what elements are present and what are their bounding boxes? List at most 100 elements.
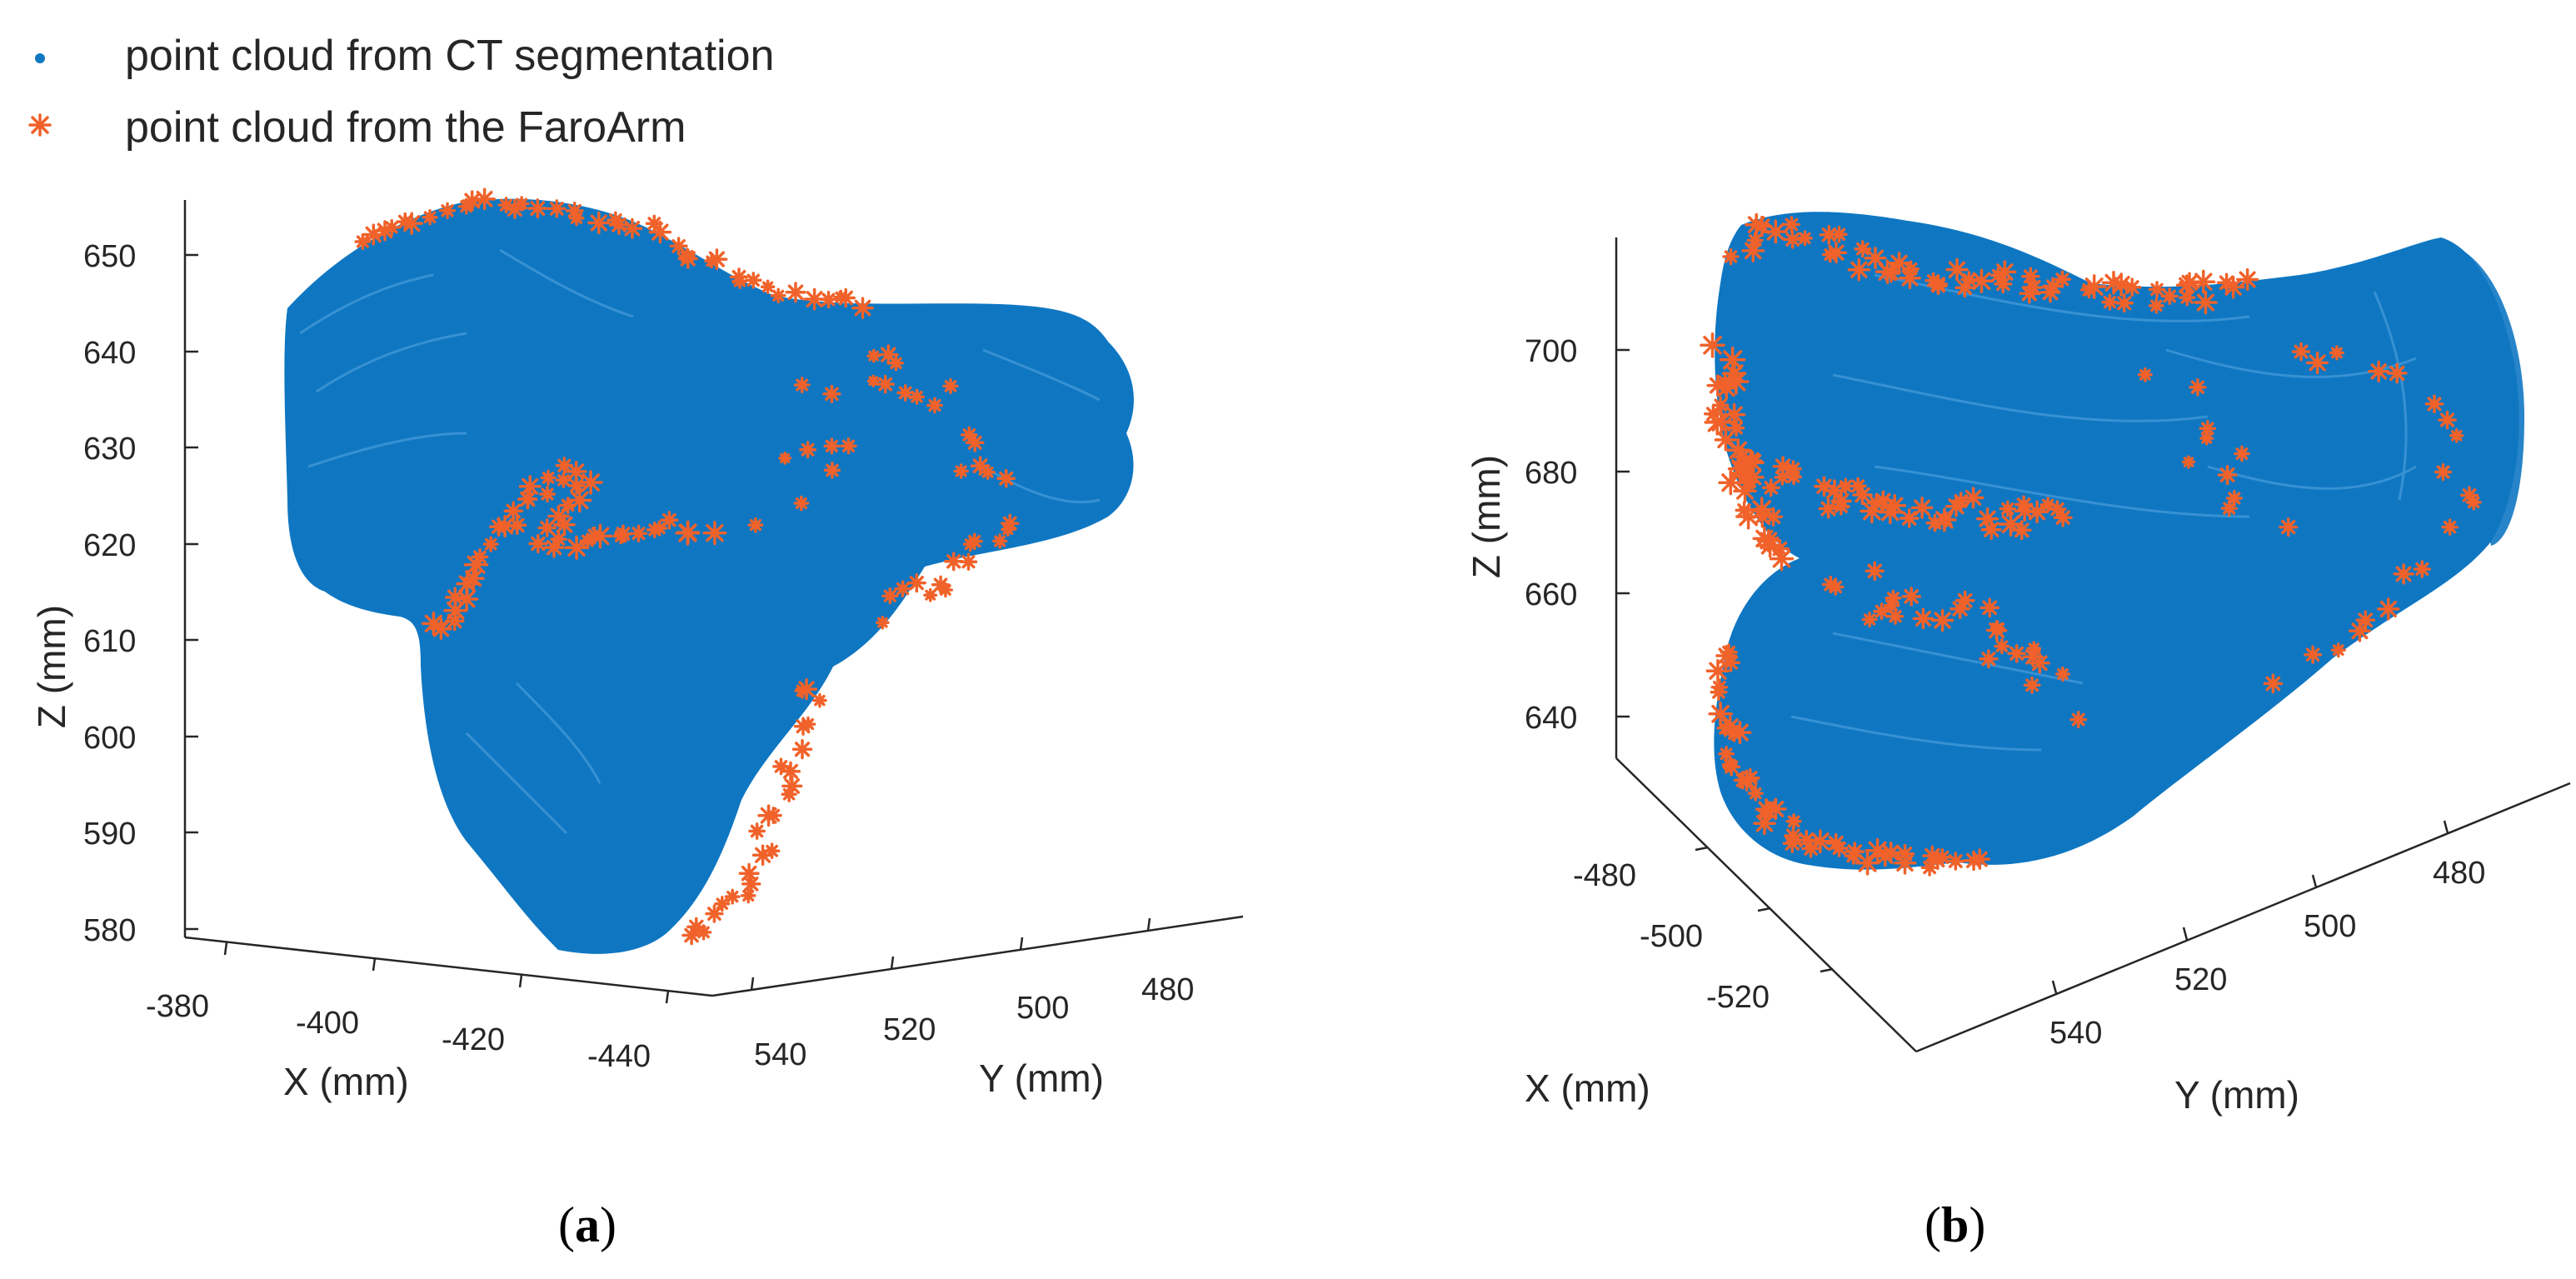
legend-faro-label: point cloud from the FaroArm [125, 103, 686, 152]
panel-b-faro-point [1880, 842, 1902, 864]
panel-a-faro-point [822, 384, 841, 403]
panel-a-faro-point [513, 196, 530, 212]
panel-b-label: (b) [1925, 1197, 1985, 1252]
panel-b-faro-point [1796, 829, 1817, 851]
panel-b-label-close: ) [1969, 1197, 1985, 1252]
panel-a-faro-point [587, 211, 611, 235]
panel-b-faro-point [1994, 638, 2010, 655]
legend: point cloud from CT segmentation point c… [28, 32, 774, 152]
panel-b-faro-point [1772, 456, 1794, 477]
panel-a-y-tick-label: 540 [754, 1037, 806, 1072]
panel-b-x-tick-labels: -480 -500 -520 [1573, 858, 1770, 1015]
panel-b-faro-point [1727, 419, 1745, 437]
panel-a: 650 640 630 620 610 600 590 580 -380 -40… [30, 187, 1244, 1252]
legend-ct-label: point cloud from CT segmentation [125, 32, 774, 80]
panel-b-faro-point [1979, 649, 1999, 669]
panel-b-faro-point [1885, 589, 1902, 607]
panel-b-faro-point [1980, 519, 2002, 541]
panel-b-faro-point [1728, 721, 1752, 745]
panel-a-label-letter: a [575, 1197, 600, 1252]
panel-a-faro-point [740, 887, 756, 904]
panel-a-faro-point [444, 587, 466, 608]
panel-b-faro-point [1739, 449, 1763, 473]
panel-b-faro-point [1818, 498, 1839, 519]
panel-a-faro-point [906, 573, 926, 593]
panel-b-z-tick-labels: 700 680 660 640 [1525, 334, 1577, 736]
panel-b-label-letter: b [1941, 1197, 1969, 1252]
panel-a-faro-point [507, 515, 527, 535]
panel-a-x-tick-label: -440 [587, 1039, 651, 1074]
panel-b-faro-point [1796, 230, 1813, 247]
panel-b-faro-point [1827, 578, 1845, 596]
panel-b-faro-point [2220, 500, 2238, 517]
panel-b-faro-point [2029, 652, 2050, 674]
panel-a-faro-point [881, 587, 899, 605]
panel-a-faro-point [751, 844, 774, 867]
panel-a-label: (a) [558, 1197, 617, 1252]
panel-b-faro-point [1864, 247, 1887, 270]
panel-a-faro-point [660, 511, 679, 530]
panel-b-faro-point [1866, 493, 1886, 513]
panel-b-faro-point [2054, 666, 2071, 682]
panel-b-x-axis-title: X (mm) [1525, 1067, 1650, 1110]
panel-b-x-tick-label: -500 [1640, 919, 1703, 954]
panel-a-z-tick-label: 590 [83, 817, 136, 852]
panel-a-faro-point [675, 520, 701, 546]
panel-a-faro-point [550, 530, 567, 548]
panel-a-faro-point [518, 475, 542, 498]
panel-a-faro-point [876, 374, 895, 394]
panel-b-faro-point [1861, 611, 1878, 628]
panel-b-faro-point [2019, 283, 2039, 304]
panel-b-faro-point [2181, 455, 2196, 469]
panel-a-faro-point [493, 514, 517, 538]
panel-b-faro-point [2012, 520, 2032, 541]
panel-a-faro-point [607, 211, 625, 229]
panel-b-faro-point [2101, 293, 2119, 311]
panel-b-y-tick-labels: 480 500 520 540 [2049, 856, 2485, 1051]
panel-b-faro-point [2434, 462, 2453, 482]
panel-a-z-tick-labels: 650 640 630 620 610 600 590 580 [83, 239, 136, 948]
panel-b-faro-point [2122, 277, 2142, 297]
panel-a-faro-point [587, 523, 613, 549]
panel-b-faro-point [2459, 486, 2479, 505]
panel-b-faro-point [1963, 850, 1984, 872]
panel-a-z-tick-label: 640 [83, 336, 136, 371]
panel-b-axes [1615, 237, 2571, 1053]
panel-a-faro-point [538, 485, 557, 503]
panel-b-faro-point [1873, 602, 1891, 621]
panel-b-faro-point [1837, 477, 1855, 495]
panel-a-faro-point [926, 397, 943, 414]
panel-a-faro-point [840, 437, 857, 455]
panel-b-faro-point [2329, 345, 2344, 361]
panel-b-faro-point [2160, 287, 2179, 305]
panel-a-faro-point [793, 495, 810, 512]
panel-b-faro-point [2039, 497, 2056, 513]
panel-b-faro-point [2424, 394, 2444, 414]
panel-a-faro-point [942, 377, 959, 395]
panel-b-faro-point [2355, 610, 2376, 631]
panel-b-z-tick-label: 660 [1525, 577, 1577, 612]
panel-b-faro-point [2386, 362, 2408, 384]
panel-b-y-tick-label: 480 [2433, 856, 2485, 891]
panel-a-faro-point [517, 488, 538, 510]
panel-b-y-tick-label: 500 [2304, 909, 2356, 944]
panel-a-faro-point [793, 717, 813, 736]
legend-faro-marker [28, 113, 52, 137]
panel-a-faro-point [473, 187, 496, 211]
panel-b-label-open: ( [1925, 1197, 1941, 1252]
panel-a-x-tick-labels: -380 -400 -420 -440 [146, 989, 651, 1074]
panel-b-y-tick-label: 520 [2174, 962, 2227, 997]
panel-a-faro-point [578, 470, 603, 495]
panel-a-faro-point [747, 517, 764, 533]
panel-b-faro-point [1938, 511, 1954, 528]
panel-a-faro-point [528, 533, 548, 554]
panel-b-faro-point [1714, 428, 1738, 452]
panel-a-faro-point [555, 457, 574, 475]
panel-a-faro-point [1001, 522, 1016, 537]
panel-b-faro-point [1979, 597, 1999, 618]
panel-a-faro-point [770, 287, 786, 304]
panel-a-faro-point [757, 804, 780, 827]
panel-a-faro-point [748, 822, 766, 840]
panel-b-faro-point [1763, 219, 1788, 244]
panel-b-faro-point [1738, 473, 1757, 492]
